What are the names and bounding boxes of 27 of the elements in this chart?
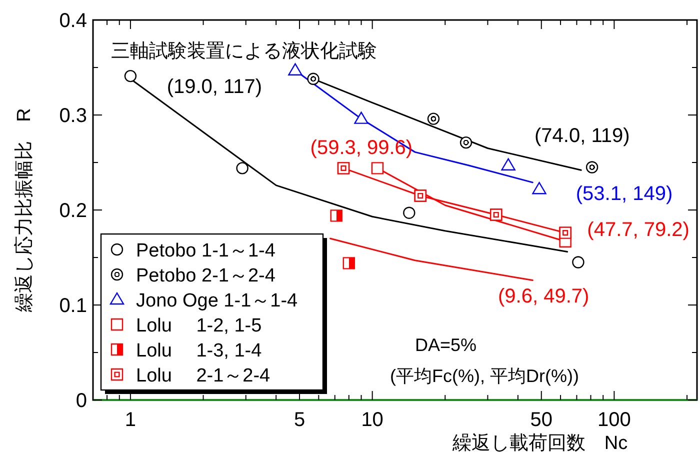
annotation: (53.1, 149) (576, 183, 673, 206)
x-tick-label: 1 (124, 409, 136, 431)
annotation: DA=5% (415, 335, 477, 355)
text: 三軸試験装置による液状化試験 (111, 40, 377, 62)
x-tick-label: 100 (597, 409, 631, 431)
x-tick-label: 5 (294, 409, 306, 431)
annotation: (平均Fc(%), 平均Dr(%)) (390, 366, 579, 386)
x-axis-title: 繰返し載荷回数 Nc (451, 433, 628, 454)
x-tick-label: 50 (530, 409, 552, 431)
annotation: (59.3, 99.6) (310, 137, 413, 160)
x-tick-label: 10 (361, 409, 384, 431)
y-tick-label: 0.3 (59, 105, 87, 127)
y-tick-label: 0.2 (59, 200, 87, 222)
legend-label: Petobo 1-1～1-4 (136, 240, 276, 262)
legend-label: Lolu 1-3, 1-4 (136, 340, 262, 362)
y-axis-title: 繰返し応力比振幅比 R (13, 108, 35, 313)
annotation: (19.0, 117) (166, 76, 262, 98)
annotation: (74.0, 119) (534, 125, 630, 148)
legend-label: Jono Oge 1-1～1-4 (136, 290, 298, 312)
annotation: (47.7, 79.2) (587, 218, 690, 241)
y-tick-label: 0.4 (59, 10, 87, 32)
y-tick-label: 0.1 (59, 295, 87, 317)
y-tick-label: 0 (76, 390, 87, 412)
legend-label: Lolu 1-2, 1-5 (136, 316, 262, 336)
legend-label: Petobo 2-1～2-4 (136, 266, 276, 286)
annotation: (9.6, 49.7) (498, 285, 590, 308)
legend-label: Lolu 2-1～2-4 (136, 366, 271, 386)
